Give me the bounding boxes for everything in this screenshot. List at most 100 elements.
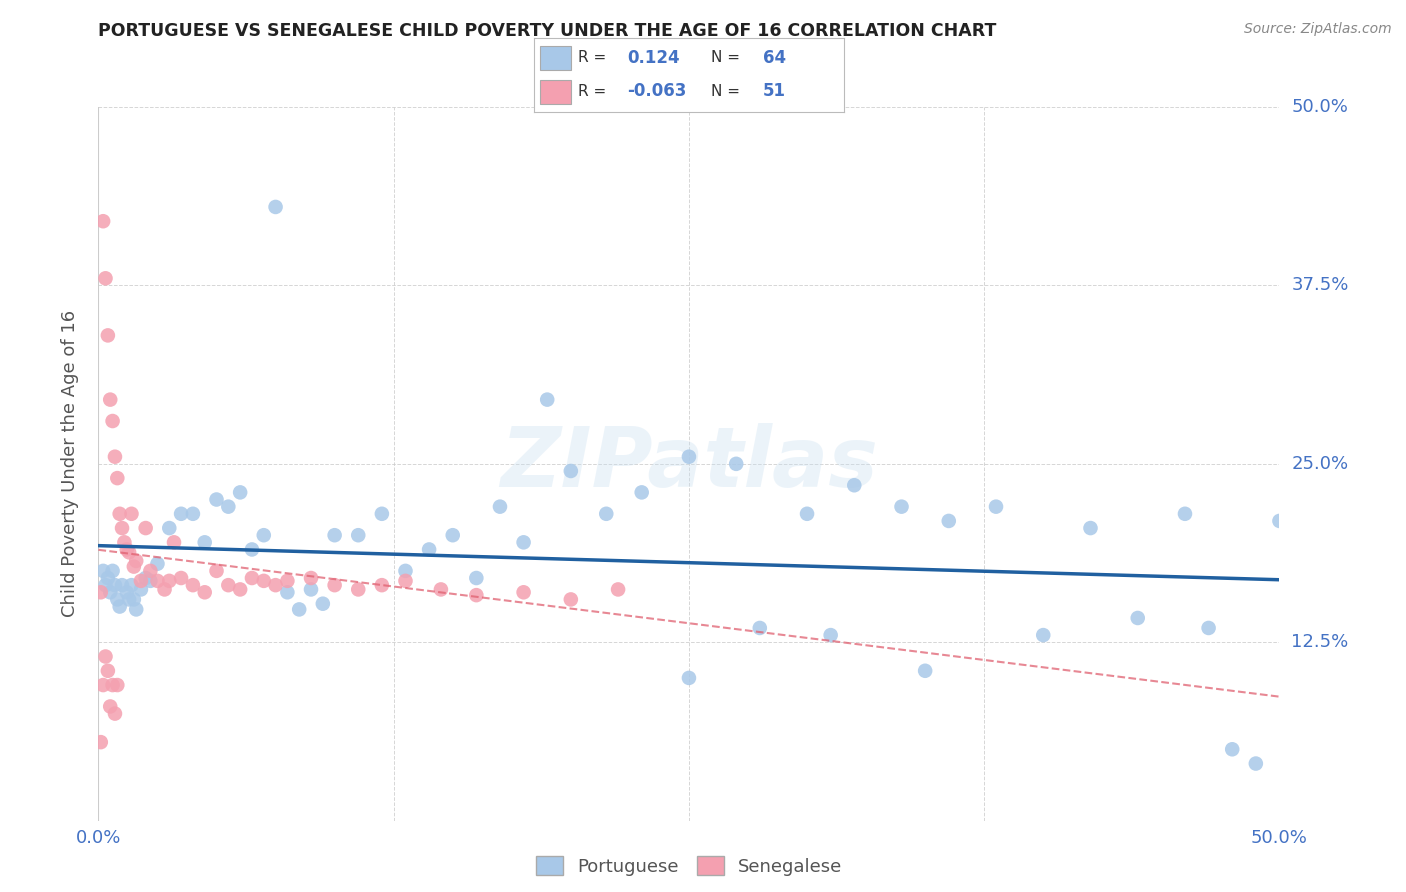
Point xyxy=(938,514,960,528)
Point xyxy=(371,507,394,521)
Point xyxy=(97,571,120,585)
Point xyxy=(98,699,121,714)
Point xyxy=(536,392,558,407)
Point xyxy=(94,578,117,592)
Point xyxy=(121,578,143,592)
Point xyxy=(146,557,169,571)
Point xyxy=(264,578,287,592)
Point xyxy=(105,592,128,607)
Point xyxy=(105,678,128,692)
Point xyxy=(984,500,1007,514)
Point xyxy=(115,585,138,599)
Point xyxy=(560,464,582,478)
Point xyxy=(1174,507,1197,521)
Point xyxy=(125,554,148,568)
Point xyxy=(122,559,145,574)
Point xyxy=(1268,514,1291,528)
Point xyxy=(122,592,145,607)
Point xyxy=(1198,621,1220,635)
Point xyxy=(94,271,117,285)
Point xyxy=(157,574,180,588)
Point xyxy=(323,578,346,592)
Point xyxy=(135,571,157,585)
Point xyxy=(105,471,128,485)
Point xyxy=(512,535,534,549)
Text: 12.5%: 12.5% xyxy=(1291,633,1348,651)
Point xyxy=(170,507,193,521)
Bar xyxy=(540,80,571,104)
Text: 50.0%: 50.0% xyxy=(1291,98,1348,116)
Point xyxy=(129,574,152,588)
Point xyxy=(240,571,263,585)
Y-axis label: Child Poverty Under the Age of 16: Child Poverty Under the Age of 16 xyxy=(60,310,79,617)
Point xyxy=(229,582,252,597)
Point xyxy=(595,507,617,521)
Point xyxy=(607,582,630,597)
Point xyxy=(97,664,120,678)
Text: PORTUGUESE VS SENEGALESE CHILD POVERTY UNDER THE AGE OF 16 CORRELATION CHART: PORTUGUESE VS SENEGALESE CHILD POVERTY U… xyxy=(98,22,997,40)
Point xyxy=(205,564,228,578)
Point xyxy=(104,578,127,592)
Point xyxy=(217,500,239,514)
Point xyxy=(312,597,335,611)
Point xyxy=(1032,628,1054,642)
Bar xyxy=(540,45,571,70)
Point xyxy=(394,564,416,578)
Point xyxy=(465,588,488,602)
Point xyxy=(90,735,112,749)
Point xyxy=(299,582,322,597)
Text: 51: 51 xyxy=(763,82,786,101)
Point xyxy=(418,542,440,557)
Point xyxy=(98,392,121,407)
Point xyxy=(111,578,134,592)
Point xyxy=(108,599,131,614)
Text: 64: 64 xyxy=(763,49,786,67)
Point xyxy=(101,564,124,578)
Point xyxy=(1126,611,1149,625)
Point xyxy=(1220,742,1243,756)
Point xyxy=(112,535,135,549)
Point xyxy=(181,507,204,521)
Text: Source: ZipAtlas.com: Source: ZipAtlas.com xyxy=(1244,22,1392,37)
Point xyxy=(125,602,148,616)
Point xyxy=(796,507,818,521)
Point xyxy=(91,214,114,228)
Text: 37.5%: 37.5% xyxy=(1291,277,1348,294)
Point xyxy=(489,500,512,514)
Point xyxy=(108,507,131,521)
Point xyxy=(205,492,228,507)
Point xyxy=(91,678,114,692)
Point xyxy=(748,621,770,635)
Text: 0.124: 0.124 xyxy=(627,49,679,67)
Point xyxy=(512,585,534,599)
Text: R =: R = xyxy=(578,50,606,65)
Text: 25.0%: 25.0% xyxy=(1291,455,1348,473)
Point xyxy=(129,582,152,597)
Point xyxy=(678,450,700,464)
Point xyxy=(844,478,866,492)
Point xyxy=(101,678,124,692)
Point xyxy=(347,528,370,542)
Text: R =: R = xyxy=(578,84,606,99)
Point xyxy=(253,574,276,588)
Point xyxy=(111,521,134,535)
Point xyxy=(1244,756,1267,771)
Point xyxy=(914,664,936,678)
Point xyxy=(253,528,276,542)
Point xyxy=(115,542,138,557)
Point xyxy=(163,535,186,549)
Point xyxy=(264,200,287,214)
Point xyxy=(118,592,141,607)
Point xyxy=(288,602,311,616)
Text: N =: N = xyxy=(710,50,740,65)
Point xyxy=(725,457,748,471)
Point xyxy=(276,574,298,588)
Point xyxy=(323,528,346,542)
Text: ZIPatlas: ZIPatlas xyxy=(501,424,877,504)
Point xyxy=(101,414,124,428)
Point xyxy=(441,528,464,542)
Point xyxy=(153,582,176,597)
Point xyxy=(465,571,488,585)
Point xyxy=(91,564,114,578)
Point xyxy=(139,564,162,578)
